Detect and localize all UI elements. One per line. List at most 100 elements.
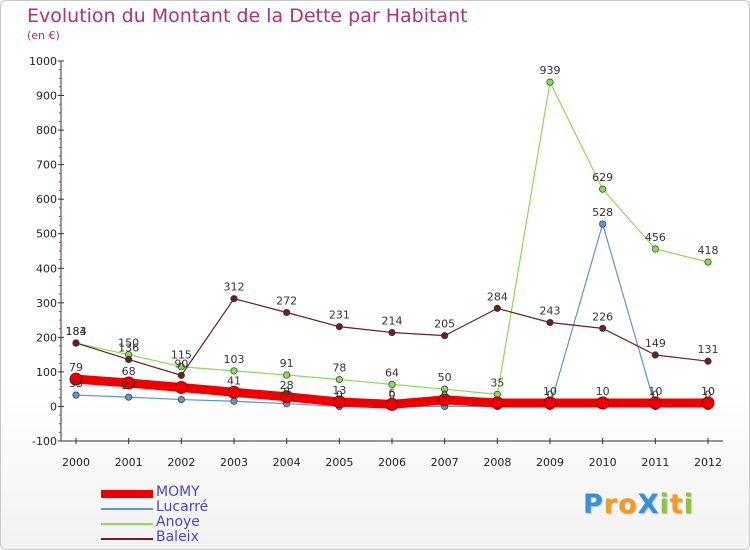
chart-subtitle: (en €)	[27, 29, 60, 42]
data-point	[69, 372, 83, 386]
legend-item: Lucarré	[101, 499, 321, 516]
data-point	[599, 185, 607, 193]
data-label: 0	[705, 388, 712, 401]
data-label: 115	[171, 349, 192, 362]
data-label: 10	[648, 385, 662, 398]
x-tick-label: 2006	[378, 456, 406, 469]
data-point	[546, 318, 554, 327]
data-label: 78	[332, 362, 346, 375]
data-point	[122, 376, 136, 390]
data-point	[388, 328, 396, 337]
x-tick-label: 2008	[483, 456, 511, 469]
legend-swatch	[101, 490, 153, 498]
series-baleix	[72, 295, 712, 379]
data-point	[651, 351, 659, 359]
data-point	[441, 385, 449, 393]
data-label: 79	[69, 361, 83, 374]
data-point	[177, 363, 185, 371]
data-label: 0	[547, 388, 554, 401]
data-label: 629	[592, 171, 613, 184]
logo-letter: P	[583, 489, 604, 520]
legend-swatch	[101, 508, 153, 510]
legend-item: Anoye	[101, 514, 321, 531]
data-point	[599, 220, 607, 228]
data-point	[332, 395, 346, 409]
data-point	[704, 357, 712, 365]
data-point	[72, 339, 80, 347]
data-label: 456	[645, 231, 666, 244]
data-label: 0	[389, 388, 396, 401]
data-label: 41	[227, 374, 241, 387]
data-point	[125, 393, 133, 401]
data-point	[385, 397, 399, 411]
data-point	[438, 393, 452, 407]
data-label: 131	[698, 343, 719, 356]
series-anoye	[72, 78, 712, 398]
data-label: 10	[596, 385, 610, 398]
legend-label: Lucarré	[156, 499, 209, 515]
data-point	[546, 78, 554, 86]
x-tick-label: 2011	[641, 456, 669, 469]
y-tick-label: 700	[36, 159, 57, 172]
data-point	[283, 371, 291, 379]
data-point	[596, 396, 610, 410]
data-label: 8	[283, 386, 290, 399]
data-label: 28	[280, 379, 294, 392]
y-tick-label: 200	[36, 331, 57, 344]
chart-title: Evolution du Montant de la Dette par Hab…	[27, 5, 468, 27]
x-tick-label: 2005	[325, 456, 353, 469]
logo-letter: i	[659, 489, 670, 520]
data-label: 312	[224, 281, 245, 294]
data-label: 27	[122, 379, 136, 392]
legend-item: MOMY	[101, 484, 321, 501]
series-line	[75, 81, 709, 395]
y-tick-label: 1000	[29, 55, 57, 68]
data-point	[704, 258, 712, 266]
data-label: 243	[540, 305, 561, 318]
data-label: 64	[385, 366, 399, 379]
data-label: 136	[118, 341, 139, 354]
y-tick-label: 0	[50, 400, 57, 413]
data-label: 226	[592, 310, 613, 323]
data-label: 149	[645, 337, 666, 350]
data-label: 0	[336, 388, 343, 401]
data-point	[651, 245, 659, 253]
logo-letter: X	[637, 489, 660, 520]
y-tick-label: 100	[36, 366, 57, 379]
data-label: 10	[543, 385, 557, 398]
legend-label: MOMY	[156, 484, 200, 500]
legend-item: Baleix	[101, 529, 321, 546]
data-label: 103	[224, 353, 245, 366]
data-label: 13	[332, 384, 346, 397]
x-tick-label: 2009	[536, 456, 564, 469]
data-label: 272	[276, 294, 297, 307]
data-label: 10	[701, 385, 715, 398]
data-point	[335, 323, 343, 331]
data-point	[599, 324, 607, 332]
y-tick-label: 400	[36, 262, 57, 275]
data-label: 150	[118, 337, 139, 350]
series-momy	[69, 372, 715, 411]
data-label: 284	[487, 290, 508, 303]
data-label: 0	[441, 388, 448, 401]
y-tick-label: 800	[36, 124, 57, 137]
logo-letter: r	[603, 489, 619, 520]
data-point	[441, 332, 449, 340]
data-point	[230, 295, 238, 303]
y-tick-label: 500	[36, 228, 57, 241]
data-point	[335, 375, 343, 384]
data-point	[230, 367, 238, 375]
legend: MOMY Lucarré Anoye Baleix	[101, 484, 321, 546]
data-label: 90	[174, 357, 188, 370]
y-tick-label: 900	[36, 90, 57, 103]
x-tick-label: 2003	[220, 456, 248, 469]
logo-letter: i	[683, 489, 694, 520]
logo-letter: t	[669, 489, 684, 520]
data-label: 91	[280, 357, 294, 370]
legend-swatch	[101, 538, 153, 540]
data-label: 33	[69, 377, 83, 390]
data-point	[701, 396, 715, 410]
data-point	[177, 371, 185, 379]
data-label: 35	[490, 376, 504, 389]
